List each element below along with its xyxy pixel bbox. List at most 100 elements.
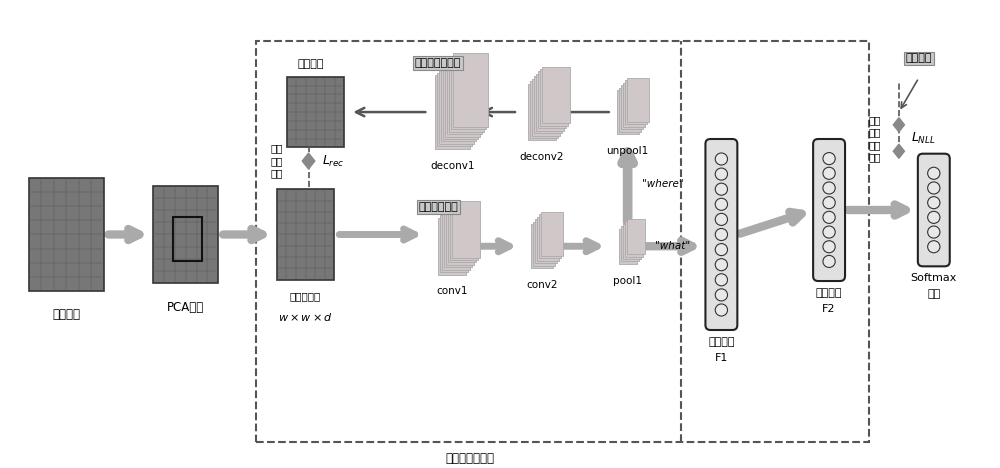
FancyBboxPatch shape (29, 178, 104, 291)
FancyBboxPatch shape (441, 68, 476, 141)
FancyBboxPatch shape (625, 80, 647, 124)
FancyBboxPatch shape (621, 85, 643, 129)
FancyBboxPatch shape (447, 61, 482, 134)
Circle shape (823, 241, 835, 253)
Text: 空间邻域块: 空间邻域块 (290, 291, 321, 301)
Circle shape (715, 198, 728, 210)
Circle shape (823, 256, 835, 268)
FancyBboxPatch shape (530, 81, 558, 138)
FancyBboxPatch shape (435, 75, 470, 149)
FancyBboxPatch shape (440, 215, 468, 272)
FancyBboxPatch shape (528, 84, 556, 140)
Text: $L_{NLL}$: $L_{NLL}$ (911, 131, 936, 146)
Circle shape (928, 212, 940, 223)
FancyBboxPatch shape (287, 77, 344, 147)
FancyBboxPatch shape (153, 185, 218, 284)
FancyBboxPatch shape (443, 66, 478, 139)
FancyBboxPatch shape (617, 90, 639, 134)
Polygon shape (893, 144, 904, 158)
FancyBboxPatch shape (445, 63, 480, 137)
FancyBboxPatch shape (451, 56, 486, 129)
FancyBboxPatch shape (541, 212, 563, 256)
FancyBboxPatch shape (621, 226, 639, 262)
FancyBboxPatch shape (438, 218, 466, 275)
FancyBboxPatch shape (627, 219, 645, 254)
FancyBboxPatch shape (542, 66, 570, 124)
FancyBboxPatch shape (619, 88, 641, 132)
Circle shape (715, 153, 728, 165)
Text: PCA降维: PCA降维 (167, 301, 205, 314)
Text: conv1: conv1 (436, 286, 468, 296)
Circle shape (823, 182, 835, 194)
FancyBboxPatch shape (537, 217, 559, 261)
Text: 全连接层: 全连接层 (816, 288, 842, 298)
Circle shape (823, 153, 835, 165)
Text: deconv2: deconv2 (520, 152, 564, 162)
FancyBboxPatch shape (446, 208, 474, 265)
Text: 重建图像: 重建图像 (297, 59, 324, 69)
Circle shape (928, 182, 940, 194)
Text: "what": "what" (655, 241, 690, 251)
FancyBboxPatch shape (444, 211, 472, 267)
FancyBboxPatch shape (531, 224, 553, 268)
FancyBboxPatch shape (442, 213, 470, 270)
Circle shape (715, 183, 728, 195)
Text: pool1: pool1 (613, 276, 642, 285)
Polygon shape (893, 118, 904, 132)
FancyBboxPatch shape (450, 203, 478, 260)
Text: F1: F1 (715, 352, 728, 363)
Circle shape (715, 228, 728, 241)
Text: 分类
判别
损失
函数: 分类 判别 损失 函数 (868, 115, 881, 162)
Circle shape (715, 168, 728, 180)
FancyBboxPatch shape (453, 53, 488, 127)
FancyBboxPatch shape (623, 83, 645, 127)
FancyBboxPatch shape (538, 72, 566, 128)
Text: 原始数据: 原始数据 (52, 308, 80, 322)
Text: unpool1: unpool1 (607, 146, 649, 156)
FancyBboxPatch shape (619, 229, 637, 264)
Circle shape (715, 259, 728, 271)
Circle shape (928, 167, 940, 179)
FancyBboxPatch shape (449, 58, 484, 132)
FancyBboxPatch shape (540, 69, 568, 126)
FancyBboxPatch shape (534, 76, 562, 133)
FancyBboxPatch shape (705, 139, 737, 330)
Circle shape (715, 243, 728, 256)
Circle shape (715, 274, 728, 286)
FancyBboxPatch shape (625, 221, 643, 256)
Circle shape (928, 197, 940, 209)
Text: $w\times w\times d$: $w\times w\times d$ (278, 311, 333, 323)
Text: 输出: 输出 (927, 289, 940, 299)
Polygon shape (302, 153, 315, 169)
Text: 全连接层: 全连接层 (708, 337, 735, 347)
Text: "where": "where" (642, 179, 683, 189)
Circle shape (928, 226, 940, 238)
Text: 反卷积解码路径: 反卷积解码路径 (415, 58, 461, 68)
FancyBboxPatch shape (536, 74, 564, 131)
Text: F2: F2 (822, 304, 836, 314)
Text: 重建
损失
函数: 重建 损失 函数 (270, 144, 283, 178)
Circle shape (715, 213, 728, 226)
FancyBboxPatch shape (539, 214, 561, 258)
FancyBboxPatch shape (533, 222, 555, 266)
FancyBboxPatch shape (813, 139, 845, 281)
Circle shape (823, 167, 835, 179)
FancyBboxPatch shape (452, 201, 480, 257)
Circle shape (715, 289, 728, 301)
Text: 类别标签: 类别标签 (906, 53, 932, 63)
Circle shape (928, 241, 940, 253)
Circle shape (823, 197, 835, 209)
FancyBboxPatch shape (437, 73, 472, 146)
Text: Softmax: Softmax (911, 273, 957, 283)
FancyBboxPatch shape (448, 205, 476, 263)
FancyBboxPatch shape (277, 190, 334, 279)
Circle shape (823, 226, 835, 238)
Text: $L_{rec}$: $L_{rec}$ (322, 154, 345, 168)
Text: deconv1: deconv1 (430, 161, 474, 170)
Text: 反卷积自编码器: 反卷积自编码器 (446, 452, 495, 465)
Circle shape (715, 304, 728, 316)
FancyBboxPatch shape (439, 71, 474, 144)
Text: 卷积编码路径: 卷积编码路径 (418, 202, 458, 212)
FancyBboxPatch shape (535, 219, 557, 263)
FancyBboxPatch shape (623, 224, 641, 259)
